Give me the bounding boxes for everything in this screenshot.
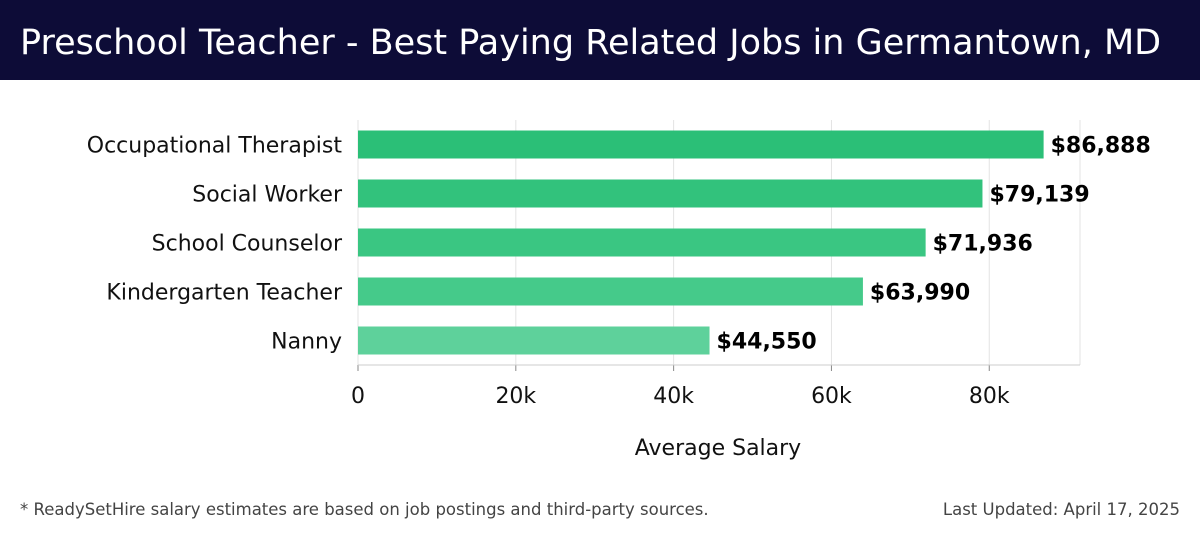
bar-kindergarten-teacher: [358, 277, 863, 306]
x-tick-label: 0: [351, 384, 365, 409]
salary-bar-chart: 0 20k 40k 60k 80k Occupational Therapist $86,8…: [87, 120, 1151, 461]
value-label: $79,139: [989, 183, 1089, 208]
category-label: Occupational Therapist: [87, 134, 343, 159]
value-label: $86,888: [1051, 134, 1151, 159]
last-updated: Last Updated: April 17, 2025: [942, 500, 1180, 519]
bars: [358, 130, 1044, 355]
category-label: Kindergarten Teacher: [106, 281, 343, 306]
footnote: * ReadySetHire salary estimates are base…: [20, 500, 709, 519]
value-label: $44,550: [717, 330, 817, 355]
x-tick-label: 60k: [811, 384, 852, 409]
x-tick-label: 20k: [495, 384, 536, 409]
page-title: Preschool Teacher - Best Paying Related …: [0, 0, 1200, 80]
axes: [357, 364, 1080, 371]
category-label: School Counselor: [152, 232, 343, 257]
bar-social-worker: [358, 179, 983, 208]
x-axis-title: Average Salary: [635, 436, 801, 461]
x-tick-label: 80k: [969, 384, 1010, 409]
x-tick-label: 40k: [653, 384, 694, 409]
bar-school-counselor: [358, 228, 926, 257]
bar-nanny: [358, 326, 710, 355]
value-label: $63,990: [870, 281, 970, 306]
category-label: Social Worker: [192, 183, 343, 208]
labels: 0 20k 40k 60k 80k Occupational Therapist $86,8…: [87, 134, 1151, 410]
value-label: $71,936: [933, 232, 1033, 257]
category-label: Nanny: [271, 330, 342, 355]
bar-occupational-therapist: [358, 130, 1044, 159]
